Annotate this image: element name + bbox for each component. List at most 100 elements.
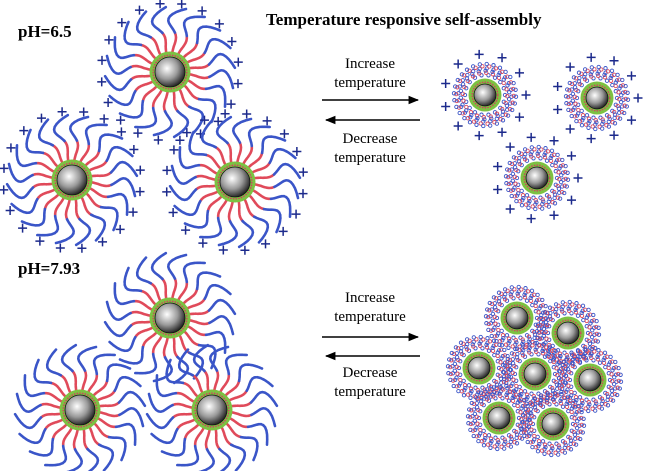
inner-ring [485,404,513,432]
blue-chain-segment [10,197,39,215]
corona-bead [511,93,516,99]
corona-bead [458,340,464,345]
corona-bead [520,198,525,203]
inner-ring [54,162,90,198]
blue-chain-segment [36,214,60,237]
micelle-bottom-left-1 [103,251,237,385]
blue-chain-segment [168,184,198,202]
corona-bead [600,117,605,122]
positive-charge [505,204,515,214]
corona-bead [508,80,514,85]
blue-chain-segment [5,182,35,200]
corona-bead [478,334,483,340]
corona-bead [569,352,575,357]
blue-chain-segment [118,406,145,428]
corona-bead [450,378,456,383]
red-chain-segment [227,416,250,429]
corona-bead [455,85,460,90]
increase-word: Increase [345,290,395,306]
corona-bead [568,441,573,447]
corona-bead [492,314,497,319]
corona-bead [572,432,578,437]
red-chain-segment [87,159,108,173]
nanoparticle-core [196,394,228,426]
corona-bead [596,325,601,330]
corona-bead [483,314,489,319]
corona-bead [527,341,532,346]
red-chain-segment [162,89,169,113]
blue-chain-segment [152,356,174,383]
blue-chain-segment [268,147,297,165]
corona-bead [487,308,492,313]
corona-bead [455,371,460,376]
corona-bead [486,73,491,78]
corona-bead [565,399,570,404]
nanoparticle-core [473,83,497,107]
corona-bead [490,72,496,77]
corona-bead [457,84,462,89]
corona-bead [538,402,543,407]
blue-chain-segment [110,176,137,198]
corona-bead [608,397,614,402]
corona-bead [576,416,582,421]
corona-bead [501,370,507,375]
corona-bead [606,365,611,371]
blue-chain-segment [273,178,300,200]
red-chain-segment [204,427,211,451]
corona-bead [495,438,500,443]
corona-bead [526,417,532,423]
red-chain-segment [41,151,60,169]
corona-bead [532,433,537,439]
corona-bead [536,310,541,315]
blue-chain-segment [108,89,137,107]
corona-bead [542,354,548,359]
corona-bead [565,87,570,92]
corona-bead [464,67,470,72]
corona-bead [498,393,503,398]
red-chain-segment [87,425,101,446]
corona-bead [582,347,587,352]
corona-bead [539,147,544,152]
corona-bead [567,304,572,309]
corona-bead [510,171,516,177]
corona-bead [526,334,532,339]
blue-chain-segment [103,74,133,92]
corona-bead [566,101,571,107]
blue-chain-segment [215,115,233,145]
corona-bead [517,155,522,161]
corona-bead [459,345,464,351]
corona-bead [497,391,502,396]
blue-chain-segment [195,25,222,45]
corona-bead [462,115,467,121]
blue-chain-segment [86,447,100,471]
inner-ring [62,392,98,428]
corona-bead [473,427,478,432]
red-chain-segment [149,36,163,57]
corona-bead [575,435,581,441]
corona-bead [555,373,560,378]
corona-bead [445,364,451,369]
nanoparticle-core [219,166,251,198]
corona-bead [473,385,478,390]
red-chain-segment [61,425,74,448]
corona-bead [590,124,595,129]
corona-bead [622,103,627,108]
positive-charge [566,151,576,161]
corona-bead [613,80,618,85]
corona-bead [616,106,622,111]
corona-bead [533,300,538,305]
red-chain-segment [171,277,178,301]
corona-bead [481,443,487,448]
red-chain-segment [141,330,159,349]
corona-bead [596,332,602,337]
corona-bead [577,395,583,400]
red-chain-segment [177,87,191,108]
corona-bead [470,342,475,347]
corona-bead [485,336,490,341]
blue-chain-segment [28,437,55,457]
positive-charge [99,114,109,124]
corona-bead [513,342,518,347]
positive-charge [521,90,531,100]
corona-bead [578,429,583,434]
corona-bead [512,165,518,170]
